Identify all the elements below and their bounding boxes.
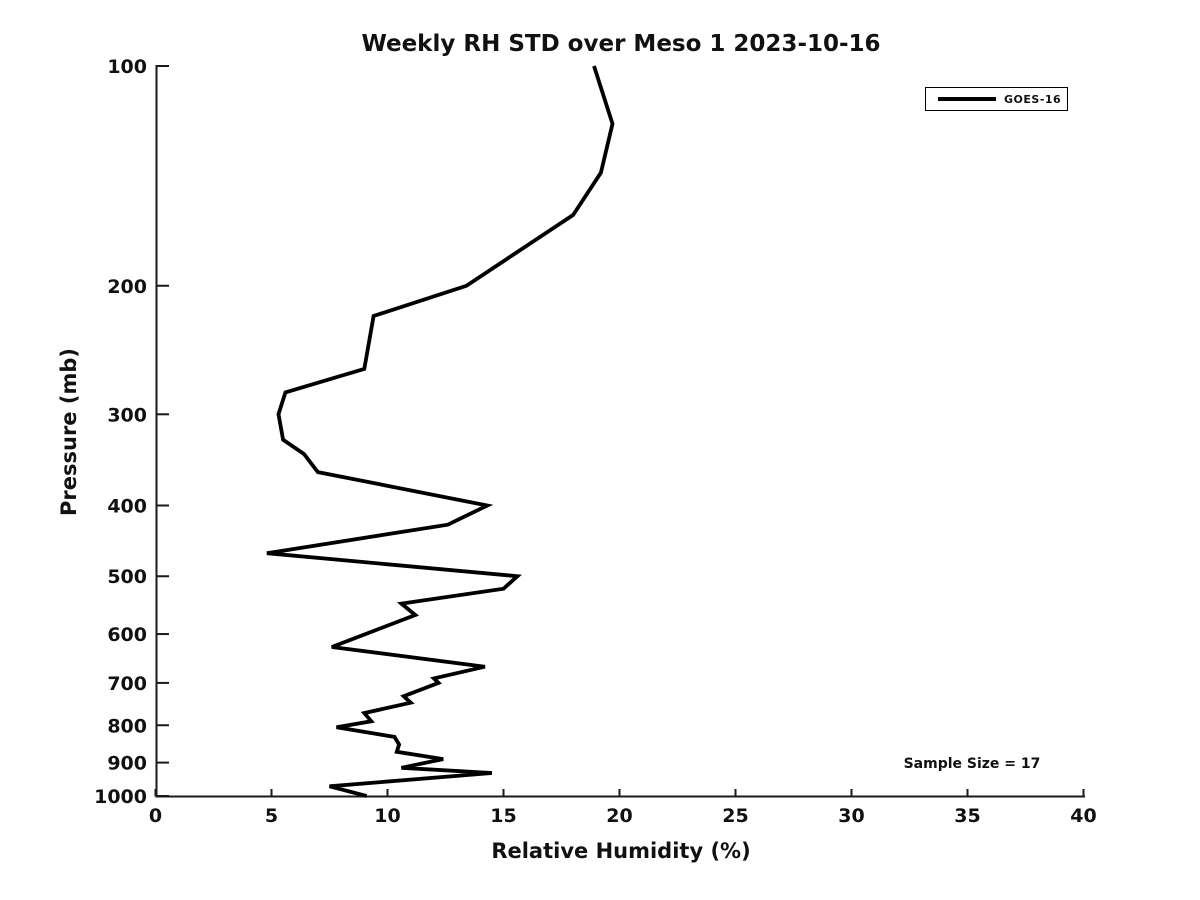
- y-tick-label: 100: [107, 56, 147, 78]
- sample-size-annotation: Sample Size = 17: [903, 756, 1041, 772]
- y-axis-label: Pressure (mb): [57, 348, 81, 516]
- y-tick-label: 900: [107, 753, 147, 775]
- y-tick-label: 800: [107, 715, 147, 737]
- y-tick-label: 300: [107, 404, 147, 426]
- x-tick-label: 40: [1070, 805, 1096, 827]
- x-axis-label: Relative Humidity (%): [491, 839, 751, 863]
- y-tick-label: 600: [107, 624, 147, 646]
- legend-entry-label: GOES-16: [1004, 92, 1062, 106]
- legend-line-sample-icon: [938, 97, 996, 101]
- x-tick-label: 15: [490, 805, 516, 827]
- series-line-goes-16: [266, 65, 615, 798]
- legend: GOES-16: [925, 87, 1068, 111]
- x-tick-label: 5: [265, 805, 278, 827]
- y-tick-label: 1000: [94, 786, 147, 808]
- y-tick-label: 200: [107, 276, 147, 298]
- chart-title: Weekly RH STD over Meso 1 2023-10-16: [361, 31, 881, 57]
- x-tick-label: 20: [606, 805, 632, 827]
- x-tick-label: 35: [954, 805, 980, 827]
- y-tick-label: 400: [107, 496, 147, 518]
- x-tick-label: 25: [722, 805, 748, 827]
- y-tick-label: 500: [107, 566, 147, 588]
- x-tick-label: 10: [374, 805, 400, 827]
- x-tick-label: 30: [838, 805, 864, 827]
- y-tick-label: 700: [107, 673, 147, 695]
- x-tick-label: 0: [149, 805, 162, 827]
- axis-spines: [155, 65, 1085, 798]
